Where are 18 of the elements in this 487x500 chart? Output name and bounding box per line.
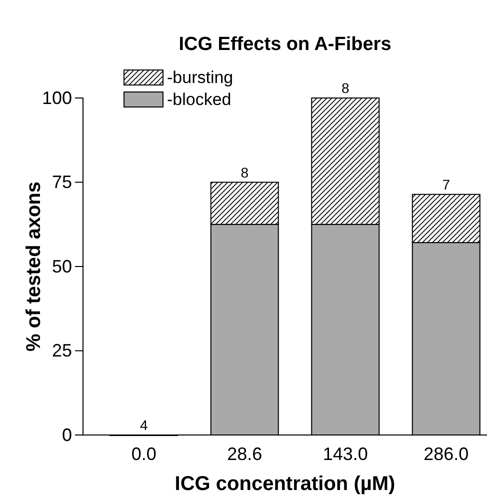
y-axis-title: % of tested axons — [23, 181, 45, 352]
y-tick-label: 100 — [42, 88, 72, 108]
annotation: 4 — [140, 417, 148, 433]
x-tick-label: 286.0 — [424, 444, 469, 464]
annotation: 8 — [240, 164, 249, 180]
y-tick-label: 0 — [62, 424, 72, 445]
legend-label: -bursting — [167, 68, 234, 87]
annotation: 7 — [442, 176, 450, 192]
annotation: 8 — [341, 80, 350, 96]
x-tick-label: 143.0 — [322, 444, 368, 464]
x-tick-label: 0.0 — [131, 444, 156, 464]
x-axis-title: ICG concentration (µM) — [174, 473, 396, 495]
x-tick-label: 28.6 — [227, 444, 262, 464]
y-tick-label: 50 — [52, 256, 72, 276]
legend-label: -blocked — [167, 90, 232, 109]
y-tick-label: 75 — [52, 172, 72, 192]
chart-title: ICG Effects on A-Fibers — [178, 34, 392, 55]
y-tick-label: 25 — [52, 340, 72, 361]
